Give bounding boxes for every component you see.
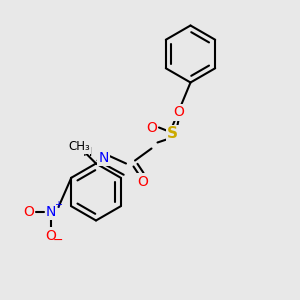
Text: O: O: [23, 205, 34, 218]
Text: CH₃: CH₃: [69, 140, 90, 154]
Text: O: O: [146, 121, 157, 134]
Text: O: O: [46, 229, 56, 242]
Text: N: N: [98, 151, 109, 164]
Text: O: O: [173, 106, 184, 119]
Text: −: −: [52, 234, 63, 248]
Text: S: S: [167, 126, 178, 141]
Text: N: N: [46, 205, 56, 218]
Text: H: H: [83, 146, 93, 159]
Text: O: O: [137, 175, 148, 188]
Text: +: +: [54, 200, 61, 210]
